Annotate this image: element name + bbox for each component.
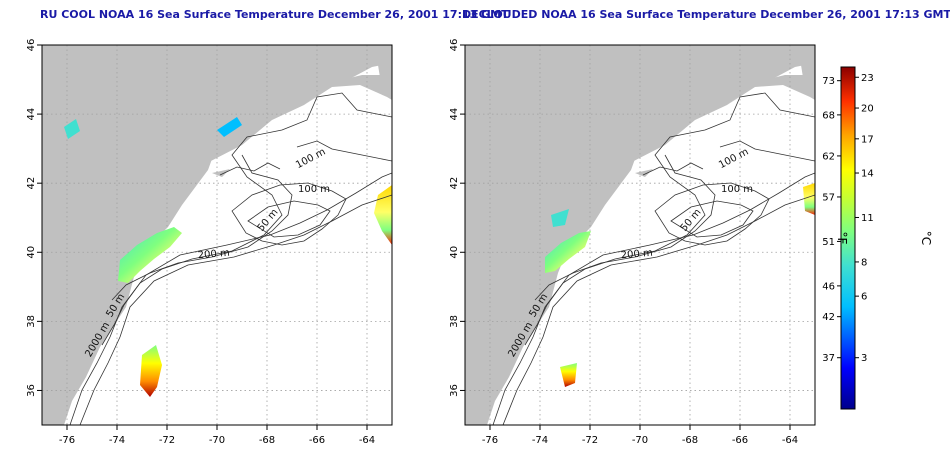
fahrenheit-tick-label: 46 (822, 281, 835, 292)
lat-tick-label: 44 (26, 108, 37, 121)
graticule (465, 45, 815, 425)
contour-nantucket-shoals (642, 162, 704, 176)
contour-100m (524, 92, 815, 346)
lon-tick-label: -72 (582, 435, 598, 446)
land-nova-scotia (727, 75, 815, 105)
lat-tick-label: 38 (26, 315, 37, 328)
fahrenheit-tick-label: 42 (822, 312, 835, 323)
contour-georges-bank-inner (247, 200, 331, 238)
contour-label: 100 m (294, 146, 327, 171)
lat-tick-label: 36 (26, 384, 37, 397)
sst-patch (64, 119, 80, 139)
contour-georges-bank (231, 182, 347, 246)
lon-tick-label: -68 (682, 435, 698, 446)
fahrenheit-tick-label: 57 (822, 192, 835, 203)
land-nova-scotia (304, 75, 392, 105)
sst-patch (217, 117, 242, 137)
lon-tick-label: -64 (359, 435, 375, 446)
lon-tick-label: -76 (482, 435, 498, 446)
contour-nantucket-shoals (219, 162, 281, 176)
lon-tick-label: -76 (59, 435, 75, 446)
lat-tick-label: 36 (449, 384, 460, 397)
lat-tick-label: 40 (26, 246, 37, 259)
celsius-unit-label: °C (919, 231, 933, 245)
contour-200m (79, 194, 392, 425)
celsius-tick-label: 20 (861, 104, 874, 115)
sst-gulf-stream-patch (560, 363, 577, 387)
contour-2000m (69, 172, 392, 425)
lat-tick-label: 46 (26, 39, 37, 52)
lon-tick-label: -70 (209, 435, 225, 446)
lon-tick-label: -74 (532, 435, 548, 446)
land-gulf-of-maine-coast (630, 45, 815, 163)
land-cape-breton (372, 45, 392, 100)
celsius-tick-label: 6 (861, 292, 867, 303)
land-cape-breton (795, 45, 815, 100)
contour-scotian-shelf (719, 140, 815, 162)
right-map-title: DECLOUDED NOAA 16 Sea Surface Temperatur… (462, 8, 950, 21)
sst-gulf-stream-patch (374, 185, 392, 245)
lon-tick-label: -68 (259, 435, 275, 446)
fahrenheit-unit-label: °F (835, 232, 849, 245)
celsius-tick-label: 23 (861, 73, 874, 84)
contour-200m (502, 194, 815, 425)
celsius-tick-label: 8 (861, 257, 867, 268)
celsius-tick-label: 3 (861, 353, 867, 364)
contour-label: 200 m (197, 248, 230, 262)
lon-tick-label: -74 (109, 435, 125, 446)
contour-label: 100 m (717, 146, 750, 171)
land-gulf-of-maine-coast (207, 45, 392, 163)
contour-100m (101, 92, 392, 346)
fahrenheit-tick-label: 68 (822, 110, 835, 121)
contour-50m (534, 154, 716, 301)
lat-tick-label: 42 (26, 177, 37, 190)
sst-shelf-patch (545, 231, 591, 273)
contour-2000m (492, 172, 815, 425)
land-cape-cod (212, 169, 230, 177)
celsius-tick-label: 11 (861, 213, 874, 224)
contour-label: 100 m (721, 184, 753, 195)
fahrenheit-tick-label: 37 (822, 353, 835, 364)
lat-tick-label: 42 (449, 177, 460, 190)
left-map-title: RU COOL NOAA 16 Sea Surface Temperature … (40, 8, 509, 21)
contour-50m (111, 154, 293, 301)
land-mainland (42, 45, 240, 425)
lat-tick-label: 44 (449, 108, 460, 121)
fahrenheit-tick-label: 73 (822, 76, 835, 87)
contour-georges-bank-inner (670, 200, 754, 238)
contour-label: 200 m (620, 248, 653, 262)
land-mainland (465, 45, 663, 425)
contour-georges-bank (654, 182, 770, 246)
contour-scotian-shelf (296, 140, 392, 162)
colorbar-scale (840, 66, 856, 410)
lon-tick-label: -64 (782, 435, 798, 446)
lon-tick-label: -72 (159, 435, 175, 446)
colorbar: 73 68 62 57 51 46 42 37 23 20 17 14 11 8 6 3 °F °C (822, 66, 933, 410)
lat-tick-label: 38 (449, 315, 460, 328)
sst-shelf-patch (118, 227, 182, 283)
bathymetry-contours (69, 92, 392, 425)
land-cape-cod (635, 169, 653, 177)
fahrenheit-tick-label: 62 (822, 151, 835, 162)
sst-gulf-stream-patch (140, 345, 162, 397)
bathymetry-contours (492, 92, 815, 425)
lat-tick-label: 46 (449, 39, 460, 52)
lon-tick-label: -66 (732, 435, 748, 446)
celsius-tick-label: 17 (861, 134, 874, 145)
fahrenheit-tick-label: 51 (822, 237, 835, 248)
lon-tick-label: -66 (309, 435, 325, 446)
lat-tick-label: 40 (449, 246, 460, 259)
sst-gulf-stream-patch (803, 183, 815, 215)
contour-label: 100 m (298, 184, 330, 195)
sst-patch (551, 209, 569, 227)
lon-tick-label: -70 (632, 435, 648, 446)
celsius-tick-label: 14 (861, 169, 874, 180)
